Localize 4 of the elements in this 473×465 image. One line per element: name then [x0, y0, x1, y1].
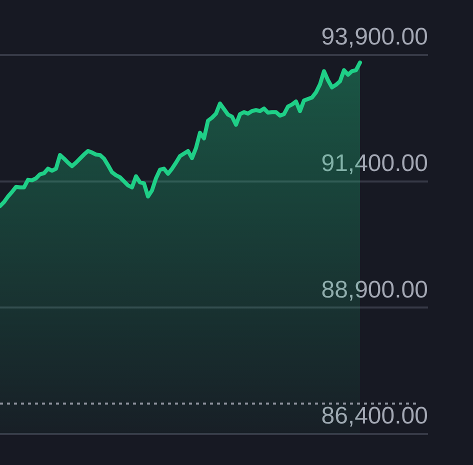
y-tick-label: 88,900.00: [321, 276, 428, 304]
y-tick-label: 91,400.00: [321, 150, 428, 177]
y-tick-label: 86,400.00: [321, 402, 428, 430]
y-tick-label: 93,900.00: [321, 24, 428, 51]
